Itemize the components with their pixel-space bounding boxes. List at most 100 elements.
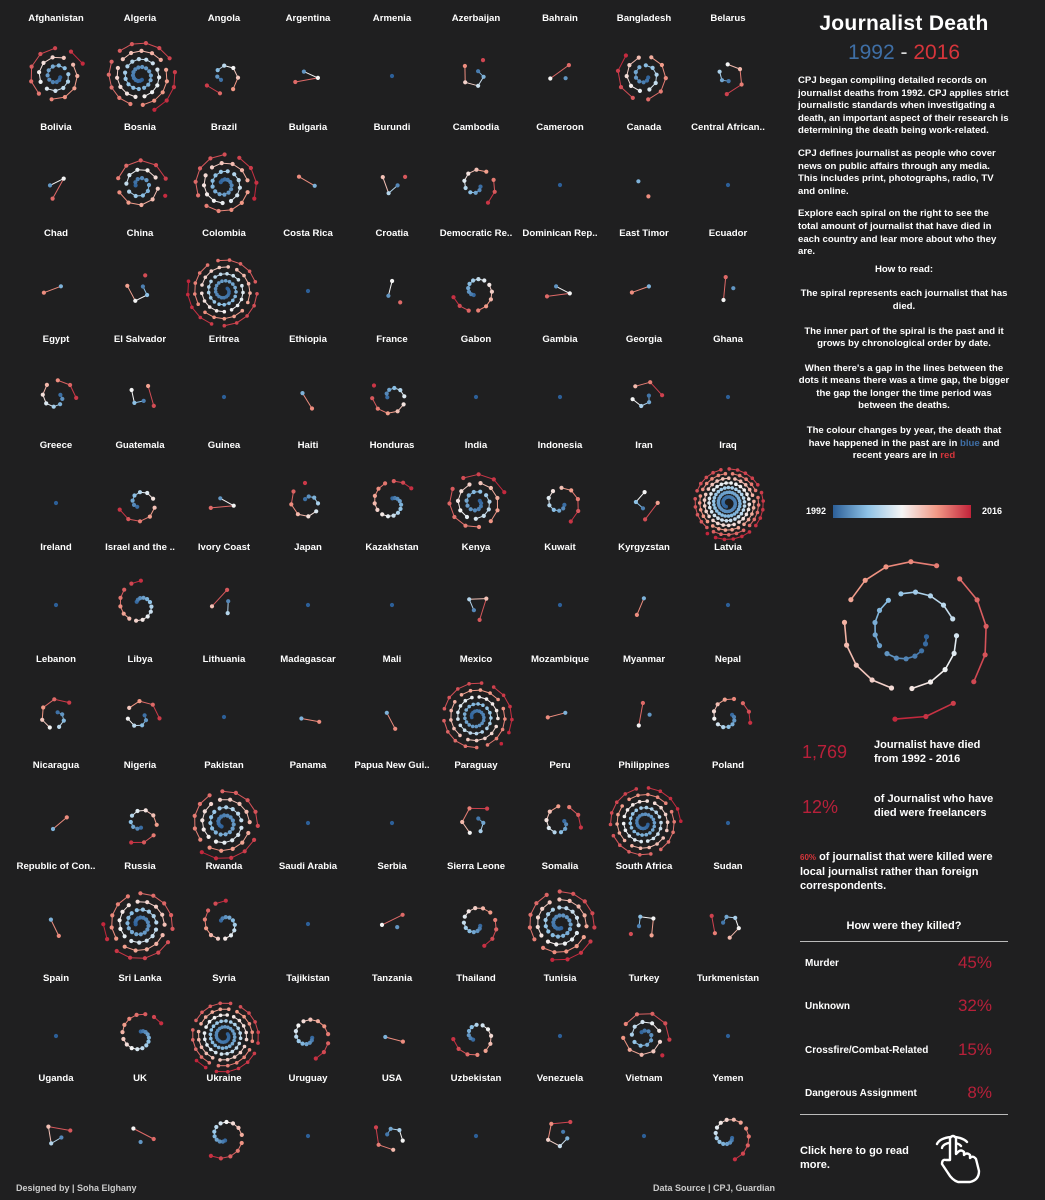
death-dot (128, 955, 133, 960)
spiral-link (547, 1123, 552, 1140)
death-dot (127, 616, 132, 621)
death-dot (474, 1022, 479, 1027)
death-dot (105, 937, 110, 942)
death-dot (735, 510, 739, 514)
spiral-link (929, 668, 946, 683)
death-dot (225, 272, 229, 276)
death-dot (733, 517, 737, 521)
death-dot (237, 155, 242, 160)
death-dot (125, 894, 130, 899)
death-dot (199, 1045, 204, 1049)
death-dot (135, 177, 140, 182)
death-dot (463, 744, 468, 748)
spiral-16 (636, 179, 651, 199)
death-dot (151, 833, 156, 838)
death-dot (235, 75, 241, 80)
spiral-link (222, 790, 236, 794)
spiral-link (194, 272, 201, 284)
death-dot (124, 91, 130, 96)
death-dot (640, 833, 644, 837)
killed-label: Dangerous Assignment (805, 1088, 917, 1099)
death-dot (487, 282, 492, 287)
death-dot (160, 933, 165, 938)
death-dot (118, 926, 123, 932)
death-dot (618, 843, 622, 847)
death-dot (466, 493, 471, 498)
death-dot (742, 504, 747, 508)
death-dot (301, 1019, 306, 1024)
country-label: Ireland (40, 542, 72, 553)
death-dot (230, 807, 235, 812)
death-dot (133, 67, 138, 72)
death-dot (476, 507, 481, 512)
death-dot (326, 1041, 331, 1046)
spiral-link (942, 604, 954, 620)
killed-label: Crossfire/Combat-Related (805, 1045, 929, 1056)
death-dot (654, 72, 659, 77)
death-dot (627, 63, 632, 68)
death-dot (121, 1036, 126, 1042)
spiral-link (469, 682, 482, 685)
death-dot (232, 1038, 236, 1043)
death-dot (153, 927, 159, 932)
spiral-link (612, 835, 621, 846)
hand-pointer-icon[interactable] (930, 1128, 1000, 1184)
spiral-link (461, 821, 471, 834)
death-dot (245, 1060, 250, 1064)
death-dot (717, 69, 722, 74)
death-dot (145, 597, 150, 602)
country-label: Ethiopia (289, 334, 328, 345)
spiral-15 (557, 182, 563, 188)
death-dot (395, 409, 400, 414)
death-dot (196, 302, 200, 307)
death-dot (300, 391, 305, 396)
spiral-link (249, 271, 256, 283)
death-dot (228, 815, 233, 820)
death-dot (463, 925, 468, 931)
spiral-link (140, 892, 154, 897)
spiral-link (131, 389, 135, 404)
death-dot (876, 643, 883, 649)
death-dot (227, 1044, 232, 1048)
spiral-69 (544, 804, 584, 835)
death-dot (197, 1037, 201, 1042)
country-label: Gambia (542, 334, 578, 345)
death-dot (746, 709, 752, 714)
death-dot (197, 801, 202, 807)
death-dot (463, 185, 468, 191)
spiral-link (651, 56, 663, 66)
death-dot (466, 1028, 472, 1034)
death-dot (730, 472, 735, 476)
read-more-link[interactable]: Click here to go read more. (800, 1145, 909, 1171)
death-dot (211, 1024, 216, 1028)
spiral-link (128, 202, 142, 206)
death-dot (672, 820, 676, 824)
death-dot (244, 809, 249, 814)
death-dot (246, 281, 251, 286)
death-dot (646, 1029, 651, 1034)
death-dot (728, 518, 733, 523)
death-dot (574, 930, 580, 936)
death-dot (706, 487, 711, 491)
death-dot (885, 597, 892, 603)
stat-freelance-value: 12% (802, 797, 839, 817)
death-dot (204, 192, 210, 197)
death-dot (45, 73, 50, 78)
spiral-98 (713, 1117, 751, 1162)
death-dot (144, 66, 149, 71)
spiral-link (50, 919, 60, 937)
death-dot (207, 285, 211, 289)
death-dot (135, 826, 140, 831)
spiral-link (57, 379, 71, 386)
death-dot (391, 1147, 396, 1152)
death-dot (61, 55, 66, 61)
death-dot (315, 501, 321, 506)
death-dot (737, 504, 742, 509)
death-dot (744, 477, 748, 482)
death-dot (203, 1037, 207, 1042)
death-dot (118, 604, 123, 609)
death-dot (145, 927, 150, 932)
death-dot (47, 183, 53, 188)
death-dot (376, 486, 381, 491)
death-dot (721, 1141, 726, 1146)
